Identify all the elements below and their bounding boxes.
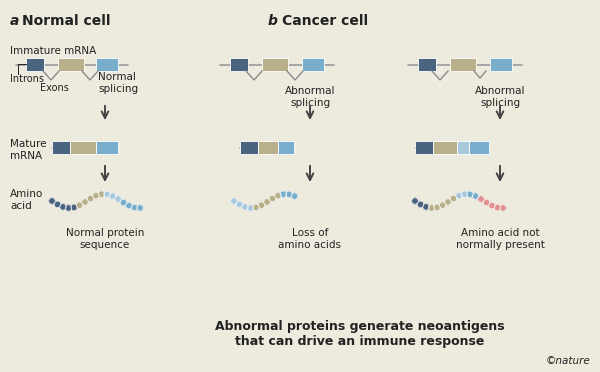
Text: ©nature: ©nature <box>545 356 590 366</box>
Text: Mature
mRNA: Mature mRNA <box>10 139 47 161</box>
Circle shape <box>88 195 94 202</box>
Bar <box>96 58 118 71</box>
Text: Abnormal
splicing: Abnormal splicing <box>475 86 525 108</box>
Circle shape <box>93 192 99 199</box>
Bar <box>26 58 44 71</box>
Circle shape <box>120 199 127 206</box>
Circle shape <box>49 198 55 204</box>
Text: Amino
acid: Amino acid <box>10 189 43 211</box>
Circle shape <box>131 204 138 211</box>
Text: Abnormal
splicing: Abnormal splicing <box>285 86 335 108</box>
Bar <box>258 141 278 154</box>
Bar <box>96 141 118 154</box>
Circle shape <box>231 198 237 204</box>
Text: Exons: Exons <box>40 83 69 93</box>
Circle shape <box>60 204 66 210</box>
Circle shape <box>445 199 451 205</box>
Circle shape <box>98 191 105 198</box>
Text: Abnormal proteins generate neoantigens
that can drive an immune response: Abnormal proteins generate neoantigens t… <box>215 320 505 348</box>
Circle shape <box>54 201 61 208</box>
Circle shape <box>286 191 292 198</box>
Circle shape <box>259 202 265 208</box>
Circle shape <box>104 191 110 198</box>
Bar <box>240 141 258 154</box>
Circle shape <box>472 193 479 199</box>
Circle shape <box>264 199 270 205</box>
Bar <box>418 58 436 71</box>
Circle shape <box>456 192 462 199</box>
Bar <box>278 141 294 154</box>
Circle shape <box>280 191 287 198</box>
Circle shape <box>412 198 418 204</box>
Circle shape <box>292 193 298 199</box>
Bar <box>262 58 288 71</box>
Circle shape <box>236 201 242 208</box>
Circle shape <box>275 192 281 199</box>
Bar <box>230 58 248 71</box>
Circle shape <box>418 201 424 208</box>
Text: Introns: Introns <box>10 74 44 84</box>
Circle shape <box>500 205 506 211</box>
Text: Normal
splicing: Normal splicing <box>98 72 138 94</box>
Bar <box>58 58 84 71</box>
Circle shape <box>461 191 468 198</box>
Circle shape <box>126 202 132 209</box>
Circle shape <box>71 204 77 211</box>
Bar <box>457 141 469 154</box>
Circle shape <box>478 196 484 202</box>
Text: Amino acid not
normally present: Amino acid not normally present <box>455 228 544 250</box>
Circle shape <box>423 204 429 210</box>
Circle shape <box>253 204 259 211</box>
Circle shape <box>65 205 72 211</box>
Bar <box>490 58 512 71</box>
Circle shape <box>115 196 121 202</box>
Circle shape <box>247 205 254 211</box>
Bar <box>302 58 324 71</box>
Circle shape <box>484 199 490 206</box>
Circle shape <box>467 191 473 198</box>
Circle shape <box>82 199 88 205</box>
Circle shape <box>242 204 248 210</box>
Circle shape <box>76 202 83 208</box>
Circle shape <box>109 193 116 199</box>
Bar <box>469 141 489 154</box>
Bar <box>415 141 433 154</box>
Text: Immature mRNA: Immature mRNA <box>10 46 96 56</box>
Bar <box>433 141 457 154</box>
Bar <box>450 58 476 71</box>
Circle shape <box>439 202 446 208</box>
Text: Normal cell: Normal cell <box>22 14 110 28</box>
Text: Cancer cell: Cancer cell <box>282 14 368 28</box>
Circle shape <box>494 204 500 211</box>
Text: Loss of
amino acids: Loss of amino acids <box>278 228 341 250</box>
Circle shape <box>434 204 440 211</box>
Circle shape <box>489 202 495 209</box>
Text: Normal protein
sequence: Normal protein sequence <box>66 228 144 250</box>
Text: a: a <box>10 14 19 28</box>
Text: b: b <box>268 14 278 28</box>
Circle shape <box>137 205 143 211</box>
Circle shape <box>450 195 457 202</box>
Bar <box>70 141 96 154</box>
Bar <box>52 141 70 154</box>
Circle shape <box>269 195 276 202</box>
Circle shape <box>428 205 435 211</box>
